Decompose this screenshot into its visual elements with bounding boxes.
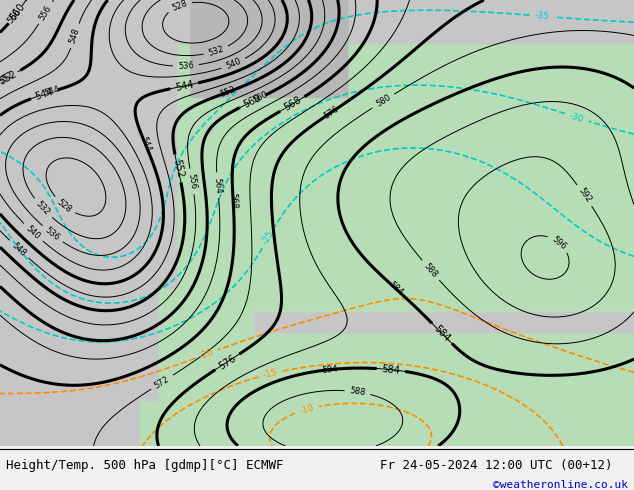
Text: ©weatheronline.co.uk: ©weatheronline.co.uk — [493, 480, 628, 490]
Text: 576: 576 — [322, 104, 340, 121]
Text: 536: 536 — [43, 226, 61, 243]
Text: -35: -35 — [534, 11, 550, 21]
Text: 532: 532 — [207, 44, 225, 58]
Text: 584: 584 — [381, 364, 401, 375]
Text: 576: 576 — [217, 353, 238, 371]
Text: 584: 584 — [387, 280, 404, 297]
Text: 560: 560 — [6, 7, 23, 25]
Text: 560: 560 — [252, 90, 269, 105]
Text: 544: 544 — [44, 85, 61, 98]
Text: 552: 552 — [219, 85, 237, 99]
Text: 540: 540 — [25, 224, 42, 241]
Text: 592: 592 — [576, 186, 593, 204]
Text: 560: 560 — [242, 93, 263, 110]
Text: 568: 568 — [228, 193, 238, 209]
Text: 544: 544 — [34, 86, 55, 101]
Text: 532: 532 — [34, 199, 51, 217]
Text: 580: 580 — [374, 93, 392, 109]
Text: 556: 556 — [186, 173, 198, 190]
Text: 528: 528 — [55, 197, 74, 214]
Text: 540: 540 — [224, 57, 242, 71]
Text: -30: -30 — [569, 111, 585, 124]
Text: -15: -15 — [262, 368, 278, 380]
Text: 548: 548 — [68, 27, 82, 45]
Text: 552: 552 — [0, 69, 18, 86]
Text: 568: 568 — [282, 95, 303, 113]
Text: 596: 596 — [550, 234, 568, 251]
Text: -10: -10 — [299, 403, 315, 416]
Text: Height/Temp. 500 hPa [gdmp][°C] ECMWF: Height/Temp. 500 hPa [gdmp][°C] ECMWF — [6, 459, 284, 472]
Text: 552: 552 — [0, 71, 15, 86]
Text: 572: 572 — [153, 374, 171, 390]
Text: -25: -25 — [261, 229, 276, 246]
Text: 536: 536 — [178, 61, 194, 71]
Text: 564: 564 — [212, 177, 223, 194]
Text: 584: 584 — [432, 323, 452, 343]
Text: 560: 560 — [8, 1, 27, 23]
Text: 552: 552 — [171, 158, 185, 179]
Text: Fr 24-05-2024 12:00 UTC (00+12): Fr 24-05-2024 12:00 UTC (00+12) — [380, 459, 613, 472]
Text: 548: 548 — [10, 241, 28, 258]
Text: 556: 556 — [37, 3, 53, 22]
Text: 588: 588 — [422, 261, 439, 279]
Text: 528: 528 — [171, 0, 188, 13]
Text: 544: 544 — [138, 135, 153, 153]
Text: 588: 588 — [349, 386, 366, 397]
Text: -20: -20 — [198, 347, 215, 361]
Text: 584: 584 — [322, 364, 339, 375]
Text: 544: 544 — [174, 79, 195, 93]
